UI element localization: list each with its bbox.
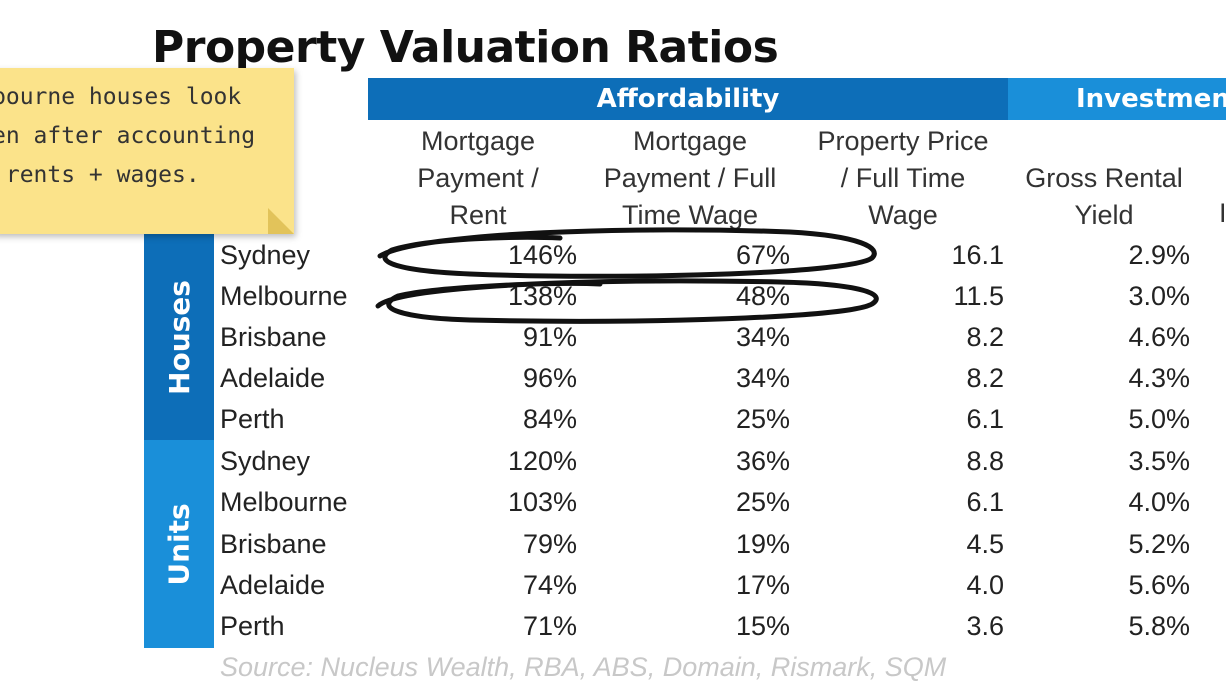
rental-yield-value: 3.0% bbox=[1128, 281, 1190, 311]
city-name: Brisbane bbox=[220, 322, 327, 352]
rental-yield-value: 2.9% bbox=[1128, 240, 1190, 270]
mortgage-wage-value: 25% bbox=[735, 487, 790, 517]
mortgage-rent-value: 146% bbox=[507, 240, 577, 270]
mortgage-rent-value: 91% bbox=[522, 322, 577, 352]
mortgage-rent-value: 71% bbox=[522, 611, 577, 641]
mortgage-wage-value: 48% bbox=[735, 281, 790, 311]
city-name: Brisbane bbox=[220, 529, 327, 559]
mortgage-wage-value: 34% bbox=[735, 322, 790, 352]
page-title: Property Valuation Ratios bbox=[152, 22, 779, 73]
rental-yield-value: 5.0% bbox=[1128, 404, 1190, 434]
table-row: Brisbane 91% 34% 8.2 4.6% bbox=[220, 318, 1226, 359]
price-wage-value: 8.8 bbox=[966, 446, 1004, 476]
table-row: Melbourne 138% 48% 11.5 3.0% bbox=[220, 277, 1226, 318]
mortgage-rent-value: 74% bbox=[522, 570, 577, 600]
table-row: Adelaide 74% 17% 4.0 5.6% bbox=[220, 566, 1226, 607]
price-wage-value: 4.5 bbox=[966, 529, 1004, 559]
price-wage-value: 11.5 bbox=[953, 281, 1004, 311]
price-wage-value: 4.0 bbox=[966, 570, 1004, 600]
price-wage-value: 6.1 bbox=[966, 487, 1004, 517]
column-header-mortgage-wage: Mortgage Payment / Full Time Wage bbox=[603, 126, 777, 230]
table-row: Brisbane 79% 19% 4.5 5.2% bbox=[220, 525, 1226, 566]
rental-yield-value: 4.6% bbox=[1128, 322, 1190, 352]
group-label-houses: Houses bbox=[144, 234, 214, 440]
note-line: en after accounting bbox=[0, 123, 256, 149]
table-row: Melbourne 103% 25% 6.1 4.0% bbox=[220, 483, 1226, 524]
table-row: Sydney 120% 36% 8.8 3.5% bbox=[220, 442, 1226, 483]
city-name: Melbourne bbox=[220, 281, 348, 311]
mortgage-wage-value: 25% bbox=[735, 404, 790, 434]
city-name: Adelaide bbox=[220, 570, 326, 600]
price-wage-value: 3.6 bbox=[966, 611, 1004, 641]
group-label-units: Units bbox=[144, 440, 214, 648]
rental-yield-value: 3.5% bbox=[1128, 446, 1190, 476]
column-header-price-wage: Property Price / Full Time Wage bbox=[817, 126, 989, 230]
sticky-note: bourne houses look en after accounting r… bbox=[0, 68, 294, 234]
rental-yield-value: 4.0% bbox=[1128, 487, 1190, 517]
table-row: Sydney 146% 67% 16.1 2.9% bbox=[220, 236, 1226, 277]
city-name: Sydney bbox=[220, 240, 311, 270]
price-wage-value: 16.1 bbox=[951, 240, 1004, 270]
mortgage-wage-value: 17% bbox=[735, 570, 790, 600]
investment-header: Investment bbox=[1008, 78, 1226, 120]
source-note: Source: Nucleus Wealth, RBA, ABS, Domain… bbox=[220, 652, 947, 682]
column-header-mortgage-rent: Mortgage Payment / Rent bbox=[417, 126, 539, 230]
rental-yield-value: 5.6% bbox=[1128, 570, 1190, 600]
mortgage-rent-value: 138% bbox=[507, 281, 577, 311]
mortgage-rent-value: 120% bbox=[507, 446, 577, 476]
rental-yield-value: 4.3% bbox=[1128, 363, 1190, 393]
note-line: bourne houses look bbox=[0, 84, 242, 110]
price-wage-value: 8.2 bbox=[966, 322, 1004, 352]
price-wage-value: 6.1 bbox=[966, 404, 1004, 434]
mortgage-rent-value: 84% bbox=[522, 404, 577, 434]
city-name: Adelaide bbox=[220, 363, 326, 393]
column-header-rental-yield: Gross Rental Yield bbox=[1025, 163, 1183, 230]
mortgage-rent-value: 96% bbox=[522, 363, 577, 393]
affordability-header: Affordability bbox=[368, 78, 1008, 120]
mortgage-wage-value: 15% bbox=[735, 611, 790, 641]
mortgage-rent-value: 79% bbox=[522, 529, 577, 559]
table-row: Adelaide 96% 34% 8.2 4.3% bbox=[220, 359, 1226, 400]
city-name: Perth bbox=[220, 404, 285, 434]
city-name: Perth bbox=[220, 611, 285, 641]
mortgage-wage-value: 36% bbox=[735, 446, 790, 476]
note-line: rents + wages. bbox=[0, 162, 200, 188]
column-header-clipped: I bbox=[1219, 198, 1226, 228]
table-row: Perth 84% 25% 6.1 5.0% bbox=[220, 400, 1226, 441]
price-wage-value: 8.2 bbox=[966, 363, 1004, 393]
mortgage-wage-value: 34% bbox=[735, 363, 790, 393]
city-name: Melbourne bbox=[220, 487, 348, 517]
rental-yield-value: 5.2% bbox=[1128, 529, 1190, 559]
mortgage-wage-value: 19% bbox=[735, 529, 790, 559]
mortgage-wage-value: 67% bbox=[735, 240, 790, 270]
table-row: Perth 71% 15% 3.6 5.8% bbox=[220, 607, 1226, 648]
city-name: Sydney bbox=[220, 446, 311, 476]
mortgage-rent-value: 103% bbox=[507, 487, 577, 517]
note-fold-corner bbox=[268, 208, 294, 234]
rental-yield-value: 5.8% bbox=[1128, 611, 1190, 641]
